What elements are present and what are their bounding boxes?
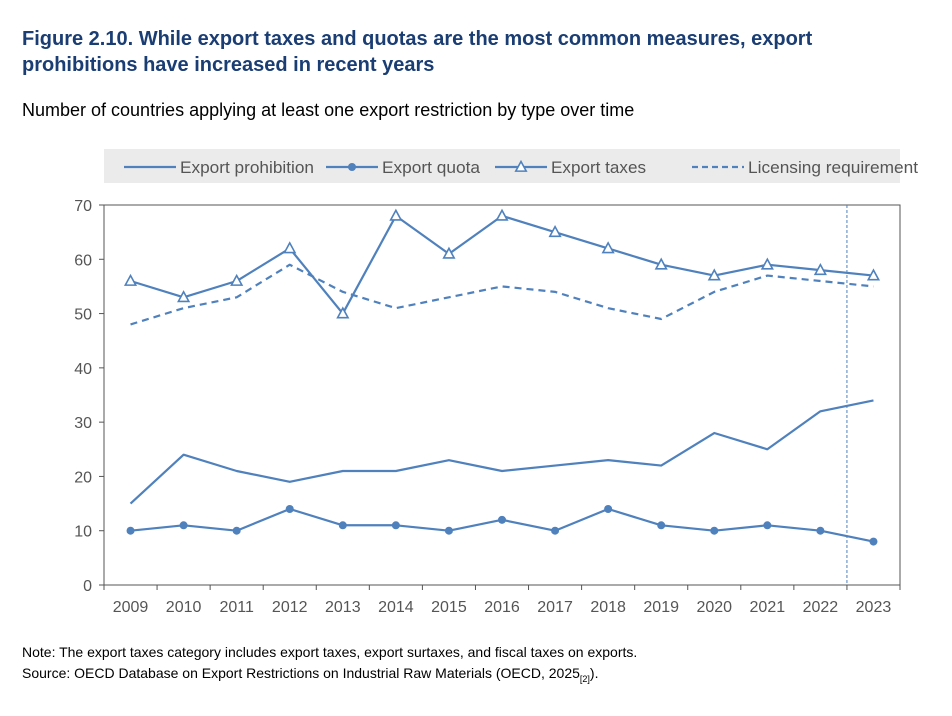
data-point-export-quota — [710, 526, 719, 535]
plot-frame — [103, 204, 901, 586]
source-end: ). — [589, 665, 599, 681]
data-point-export-taxes — [813, 262, 827, 276]
note-text: Note: The export taxes category includes… — [22, 644, 638, 660]
y-tick-label: 50 — [74, 307, 92, 324]
x-tick-label: 2012 — [272, 599, 308, 616]
data-point-export-taxes — [707, 268, 721, 281]
x-tick-label: 2021 — [750, 599, 786, 616]
data-point-export-quota — [551, 526, 560, 535]
data-point-export-quota — [338, 521, 347, 530]
x-tick-label: 2014 — [378, 599, 414, 616]
data-point-export-taxes — [601, 241, 615, 254]
x-tick-label: 2020 — [696, 599, 732, 616]
legend-label-licensing-requirement: Licensing requirement — [748, 158, 918, 177]
data-point-export-quota — [232, 526, 241, 535]
data-point-export-quota — [179, 521, 188, 530]
source-text: Source: OECD Database on Export Restrict… — [22, 665, 580, 681]
legend-label-export-taxes: Export taxes — [551, 158, 646, 177]
data-point-export-taxes — [177, 290, 191, 303]
data-point-export-quota — [763, 521, 772, 530]
series-line-export-taxes — [130, 214, 874, 315]
y-tick-label: 70 — [74, 198, 92, 215]
x-tick-label: 2023 — [856, 599, 892, 616]
data-point-export-taxes — [123, 273, 138, 286]
x-tick-label: 2009 — [113, 599, 149, 616]
x-tick-label: 2013 — [325, 599, 361, 616]
figure-subtitle: Number of countries applying at least on… — [22, 100, 635, 120]
series-line-licensing-requirement — [130, 263, 874, 326]
x-tick-label: 2016 — [484, 599, 520, 616]
source-reference[interactable]: [2] — [579, 673, 590, 684]
series-line-export-prohibition — [129, 399, 874, 505]
data-point-export-quota — [498, 515, 506, 524]
legend-label-export-quota: Export quota — [382, 158, 481, 177]
y-tick-label: 10 — [74, 524, 92, 541]
x-tick-label: 2010 — [166, 599, 202, 616]
x-tick-label: 2015 — [431, 599, 467, 616]
x-tick-label: 2019 — [643, 599, 679, 616]
data-point-export-quota — [444, 526, 453, 535]
data-point-export-taxes — [760, 257, 774, 270]
source-line: Source: OECD Database on Export Restrict… — [22, 663, 637, 690]
series-line-export-quota — [130, 507, 874, 543]
data-point-export-quota — [604, 505, 613, 513]
legend-label-export-prohibition: Export prohibition — [180, 158, 314, 177]
data-point-export-taxes — [654, 257, 668, 270]
data-point-export-taxes — [442, 246, 456, 259]
data-point-export-quota — [391, 521, 400, 530]
x-tick-label: 2011 — [219, 599, 254, 616]
data-point-export-quota — [869, 537, 878, 546]
y-tick-label: 60 — [74, 252, 92, 269]
x-tick-label: 2018 — [590, 599, 626, 616]
legend-marker-export-taxes — [514, 159, 528, 172]
y-tick-label: 30 — [74, 415, 92, 432]
data-point-export-taxes — [866, 268, 881, 281]
figure-title: Figure 2.10. While export taxes and quot… — [22, 28, 813, 76]
data-point-export-taxes — [230, 273, 244, 286]
data-point-export-quota — [126, 526, 135, 535]
data-point-export-taxes — [495, 208, 509, 221]
legend-marker-export-quota — [348, 163, 356, 171]
data-point-export-taxes — [336, 306, 350, 319]
data-point-export-quota — [816, 526, 825, 535]
data-point-export-quota — [657, 521, 666, 530]
data-point-export-quota — [285, 505, 294, 513]
data-point-export-taxes — [548, 224, 562, 238]
y-tick-label: 40 — [74, 361, 92, 378]
x-tick-label: 2022 — [803, 599, 839, 616]
y-tick-label: 0 — [83, 578, 92, 595]
y-tick-label: 20 — [74, 469, 92, 486]
figure-notes: Note: The export taxes category includes… — [22, 642, 637, 690]
x-tick-label: 2017 — [537, 599, 573, 616]
data-point-export-taxes — [283, 241, 297, 254]
data-point-export-taxes — [389, 208, 403, 221]
